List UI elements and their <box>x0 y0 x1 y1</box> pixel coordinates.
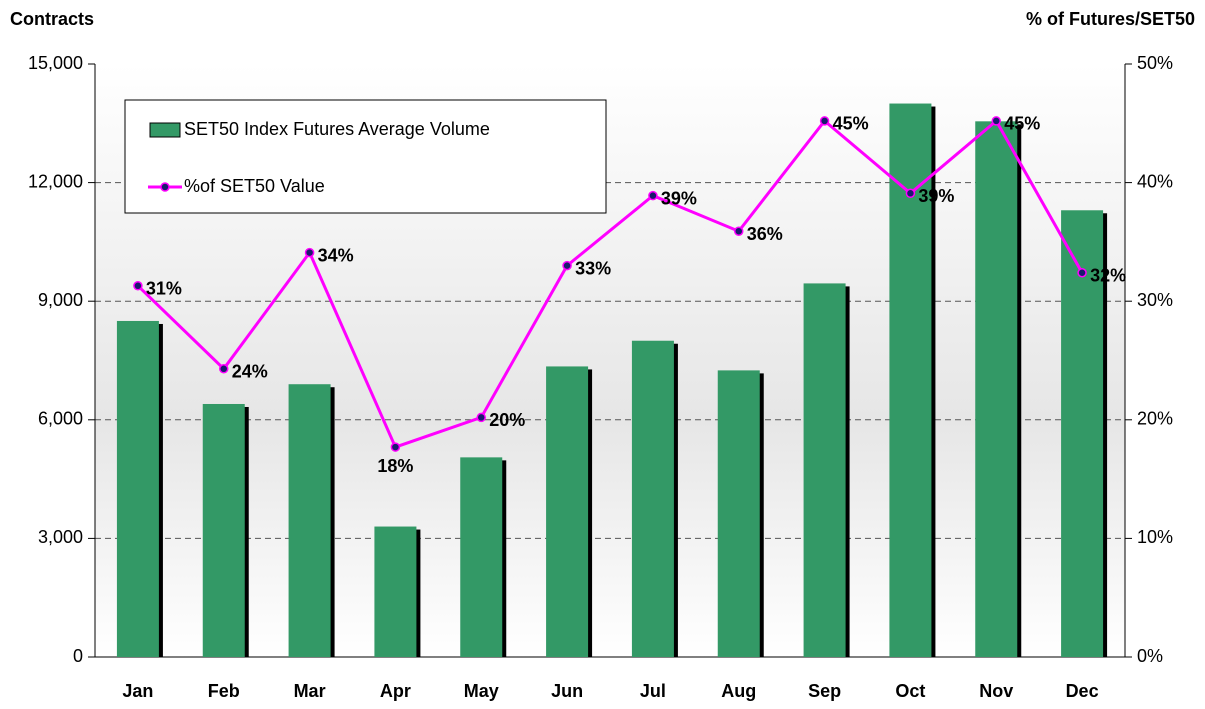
marker <box>734 226 744 236</box>
x-tick-label: Jan <box>122 681 153 701</box>
marker <box>304 247 315 258</box>
marker <box>1077 267 1087 278</box>
x-tick-label: May <box>464 681 499 701</box>
x-tick-label: Nov <box>979 681 1013 701</box>
bar <box>1061 210 1104 658</box>
marker <box>819 116 830 126</box>
bar <box>460 457 503 657</box>
y2-tick-label: 40% <box>1137 171 1173 191</box>
legend-swatch <box>149 122 181 138</box>
bar <box>288 384 331 657</box>
data-label: 24% <box>232 362 268 382</box>
bar <box>717 370 760 657</box>
bar <box>202 403 245 657</box>
y2-tick-label: 20% <box>1137 409 1173 429</box>
legend-box <box>124 99 607 214</box>
bar <box>803 283 846 657</box>
legend-marker <box>160 182 170 192</box>
y-axis-title: Contracts <box>10 9 94 29</box>
legend-label: %of SET50 Value <box>184 176 325 196</box>
y-tick-label: 12,000 <box>28 171 83 191</box>
y2-axis-title: % of Futures/SET50 <box>1026 9 1195 29</box>
marker <box>905 188 916 199</box>
marker <box>991 116 1001 126</box>
bar <box>374 526 417 657</box>
legend-label: SET50 Index Futures Average Volume <box>184 119 490 139</box>
y2-tick-label: 50% <box>1137 53 1173 73</box>
data-label: 34% <box>318 245 354 265</box>
bar <box>975 121 1018 657</box>
data-label: 45% <box>833 114 869 134</box>
legend: SET50 Index Futures Average Volume %of SE… <box>124 99 607 214</box>
data-label: 39% <box>661 188 697 208</box>
y2-tick-label: 0% <box>1137 646 1163 666</box>
data-label: 20% <box>489 410 525 430</box>
y-tick-label: 9,000 <box>38 290 83 310</box>
data-label: 39% <box>918 186 954 206</box>
data-label: 31% <box>146 279 182 299</box>
line <box>136 118 1084 449</box>
y-tick-label: 15,000 <box>28 53 83 73</box>
bar <box>631 340 674 657</box>
data-label: 45% <box>1004 114 1040 134</box>
y-tick-label: 0 <box>73 646 83 666</box>
y2-tick-label: 30% <box>1137 290 1173 310</box>
data-label: 18% <box>377 456 413 476</box>
x-tick-label: Feb <box>208 681 240 701</box>
marker <box>476 412 486 423</box>
marker <box>562 260 572 271</box>
bar <box>546 366 589 657</box>
data-label: 33% <box>575 258 611 278</box>
data-label: 36% <box>747 224 783 244</box>
x-tick-label: Sep <box>808 681 841 701</box>
marker <box>219 364 229 374</box>
x-tick-label: Jun <box>551 681 583 701</box>
marker <box>648 190 658 201</box>
data-label: 32% <box>1090 265 1126 285</box>
marker <box>390 442 401 452</box>
y-tick-label: 3,000 <box>38 527 83 547</box>
y-tick-label: 6,000 <box>38 409 83 429</box>
bar <box>116 320 159 657</box>
x-tick-label: Oct <box>895 681 925 701</box>
x-tick-label: Mar <box>294 681 326 701</box>
x-tick-label: Jul <box>640 681 666 701</box>
y2-tick-label: 10% <box>1137 527 1173 547</box>
x-tick-label: Aug <box>721 681 756 701</box>
x-tick-label: Dec <box>1066 681 1099 701</box>
marker <box>133 281 143 291</box>
x-tick-label: Apr <box>380 681 411 701</box>
